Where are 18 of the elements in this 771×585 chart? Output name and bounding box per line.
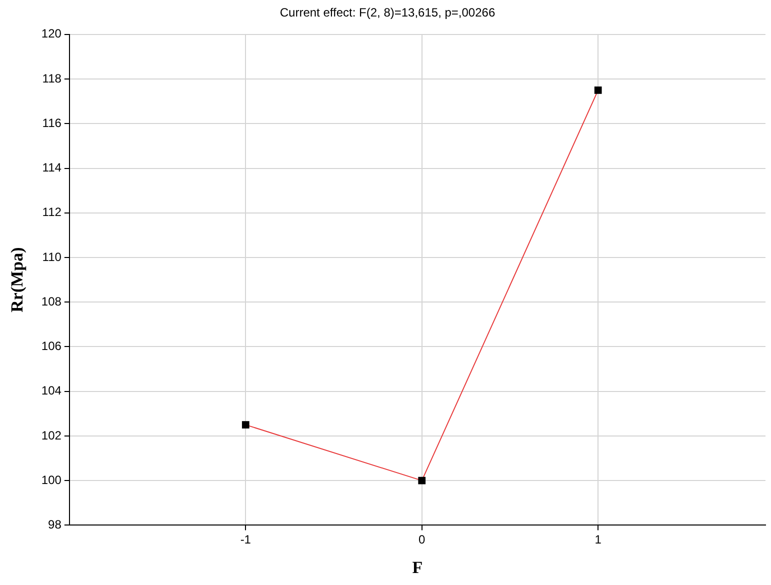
y-tick-label: 116 [42, 116, 62, 130]
y-tick-label: 104 [41, 384, 62, 398]
x-tick-label: -1 [240, 532, 252, 547]
y-tick-label: 108 [41, 294, 62, 308]
y-tick-label: 102 [41, 428, 62, 442]
y-tick-label: 106 [41, 339, 62, 354]
x-tick-label: 0 [418, 532, 426, 547]
y-tick-label: 114 [42, 160, 62, 175]
y-tick-label: 100 [41, 472, 62, 487]
y-tick-label: 110 [42, 250, 62, 264]
chart-title: Current effect: F(2, 8)=13,615, p=,00266 [280, 6, 496, 20]
y-axis-title: Rr(Mpa) [8, 247, 27, 312]
x-axis-title: F [412, 558, 423, 578]
y-tick-label: 118 [42, 71, 62, 86]
x-tick-label: 1 [594, 532, 602, 547]
y-tick-label: 112 [42, 205, 62, 220]
y-tick-label: 98 [48, 518, 62, 532]
y-tick-label: 120 [41, 26, 62, 41]
